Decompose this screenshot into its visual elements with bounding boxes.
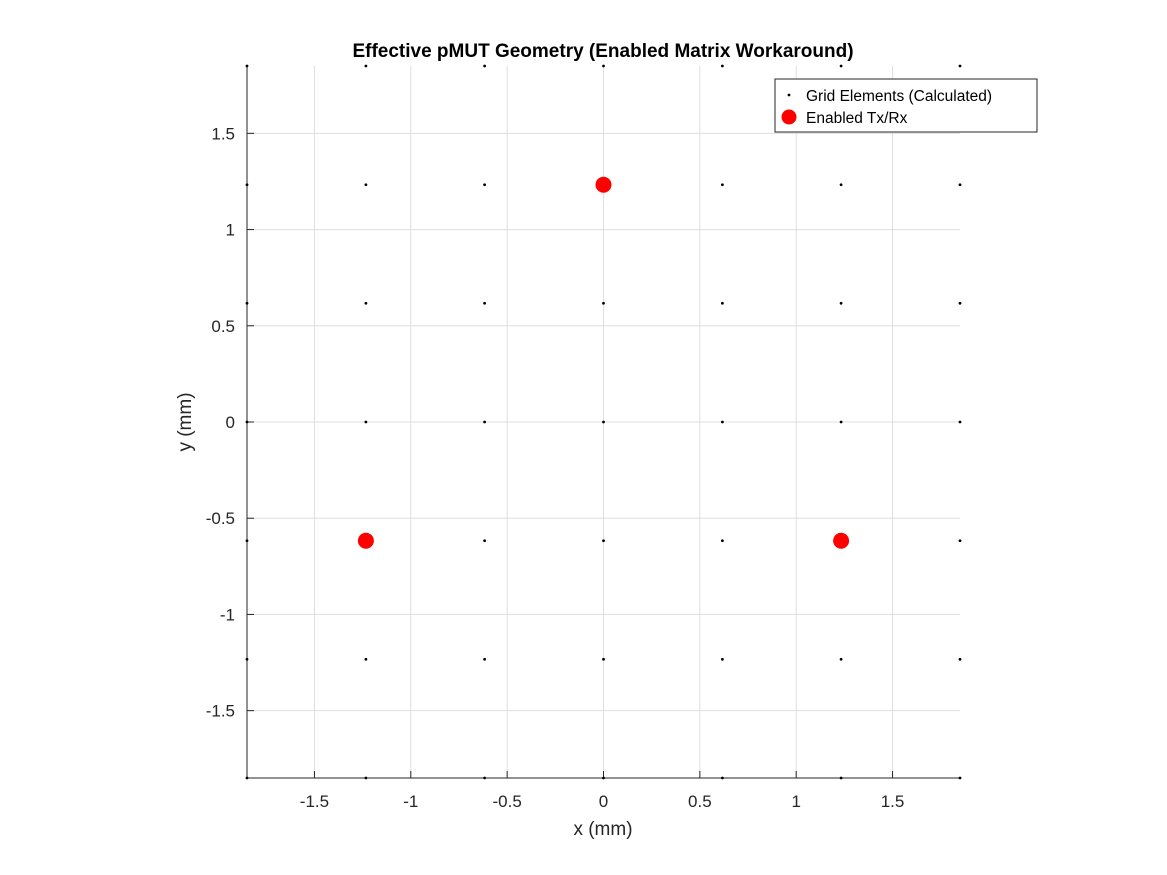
grid-element-point (958, 420, 962, 424)
grid-element-point (602, 776, 605, 780)
grid-element-point (958, 776, 962, 780)
legend: Grid Elements (Calculated) Enabled Tx/Rx (774, 78, 1038, 133)
grid-element-point (720, 539, 724, 543)
grid-element-point (839, 64, 843, 68)
x-tick-label: -1.5 (300, 792, 329, 811)
grid-element-point (483, 657, 487, 661)
x-tick-label: 1.5 (881, 792, 905, 811)
grid-element-point (839, 301, 843, 305)
grid-element-point (483, 64, 487, 68)
enabled-txrx-series (357, 176, 850, 549)
y-tick-label: 0.5 (211, 317, 235, 336)
grid-element-point (364, 420, 368, 424)
grid-element-point (602, 420, 605, 424)
grid-element-point (483, 301, 487, 305)
grid-element-point (839, 183, 843, 187)
grid-element-point (364, 301, 368, 305)
grid-element-point (245, 64, 249, 68)
x-tick-label: 0 (599, 792, 608, 811)
y-tick-label: 1 (226, 221, 235, 240)
grid-element-point (602, 539, 605, 543)
grid-element-point (483, 183, 487, 187)
grid-element-point (245, 776, 249, 780)
x-tick-label: 0.5 (688, 792, 712, 811)
grid-element-point (839, 776, 843, 780)
enabled-txrx-point (595, 176, 612, 193)
legend-box (774, 78, 1038, 133)
grid-element-point (720, 657, 724, 661)
enabled-txrx-point (357, 532, 374, 549)
y-tick-label: -1 (220, 605, 235, 624)
x-tick-label: -1 (403, 792, 418, 811)
tick-marks (247, 132, 894, 778)
grid-element-point (364, 657, 368, 661)
grid-element-point (245, 539, 249, 543)
grid-element-point (483, 539, 487, 543)
y-tick-label: -0.5 (206, 509, 235, 528)
grid-element-point (364, 776, 368, 780)
grid-element-point (364, 183, 368, 187)
grid-element-point (958, 539, 962, 543)
grid-element-point (720, 301, 724, 305)
enabled-txrx-point (833, 532, 850, 549)
grid-element-point (245, 657, 249, 661)
grid-element-point (602, 657, 605, 661)
y-tick-labels: -1.5 -1 -0.5 0 0.5 1 1.5 (206, 124, 235, 720)
grid-element-point (958, 64, 962, 68)
grid-element-point (483, 420, 487, 424)
grid-element-point (364, 64, 368, 68)
x-tick-label: -0.5 (493, 792, 522, 811)
legend-marker-grid-elements (787, 93, 791, 97)
grid-element-point (483, 776, 487, 780)
grid-element-point (245, 420, 249, 424)
x-axis-label: x (mm) (573, 819, 632, 840)
grid-element-point (720, 420, 724, 424)
y-tick-label: 0 (226, 413, 235, 432)
chart-title: Effective pMUT Geometry (Enabled Matrix … (352, 41, 853, 62)
legend-marker-enabled-txrx (781, 109, 797, 125)
legend-label-enabled-txrx: Enabled Tx/Rx (806, 110, 908, 127)
grid-element-point (245, 301, 249, 305)
grid-element-point (602, 64, 605, 68)
grid-element-point (958, 183, 962, 187)
grid-element-point (839, 657, 843, 661)
x-tick-labels: -1.5 -1 -0.5 0 0.5 1 1.5 (300, 792, 905, 811)
grid-element-point (245, 183, 249, 187)
x-tick-label: 1 (791, 792, 800, 811)
grid-element-point (720, 776, 724, 780)
legend-label-grid-elements: Grid Elements (Calculated) (806, 88, 992, 105)
y-axis-label: y (mm) (175, 392, 196, 451)
grid-element-point (602, 301, 605, 305)
y-tick-label: 1.5 (211, 124, 235, 143)
grid-element-point (720, 183, 724, 187)
y-tick-label: -1.5 (206, 702, 235, 721)
grid-element-point (839, 420, 843, 424)
grid-element-point (720, 64, 724, 68)
grid-element-point (958, 301, 962, 305)
grid-element-point (958, 657, 962, 661)
